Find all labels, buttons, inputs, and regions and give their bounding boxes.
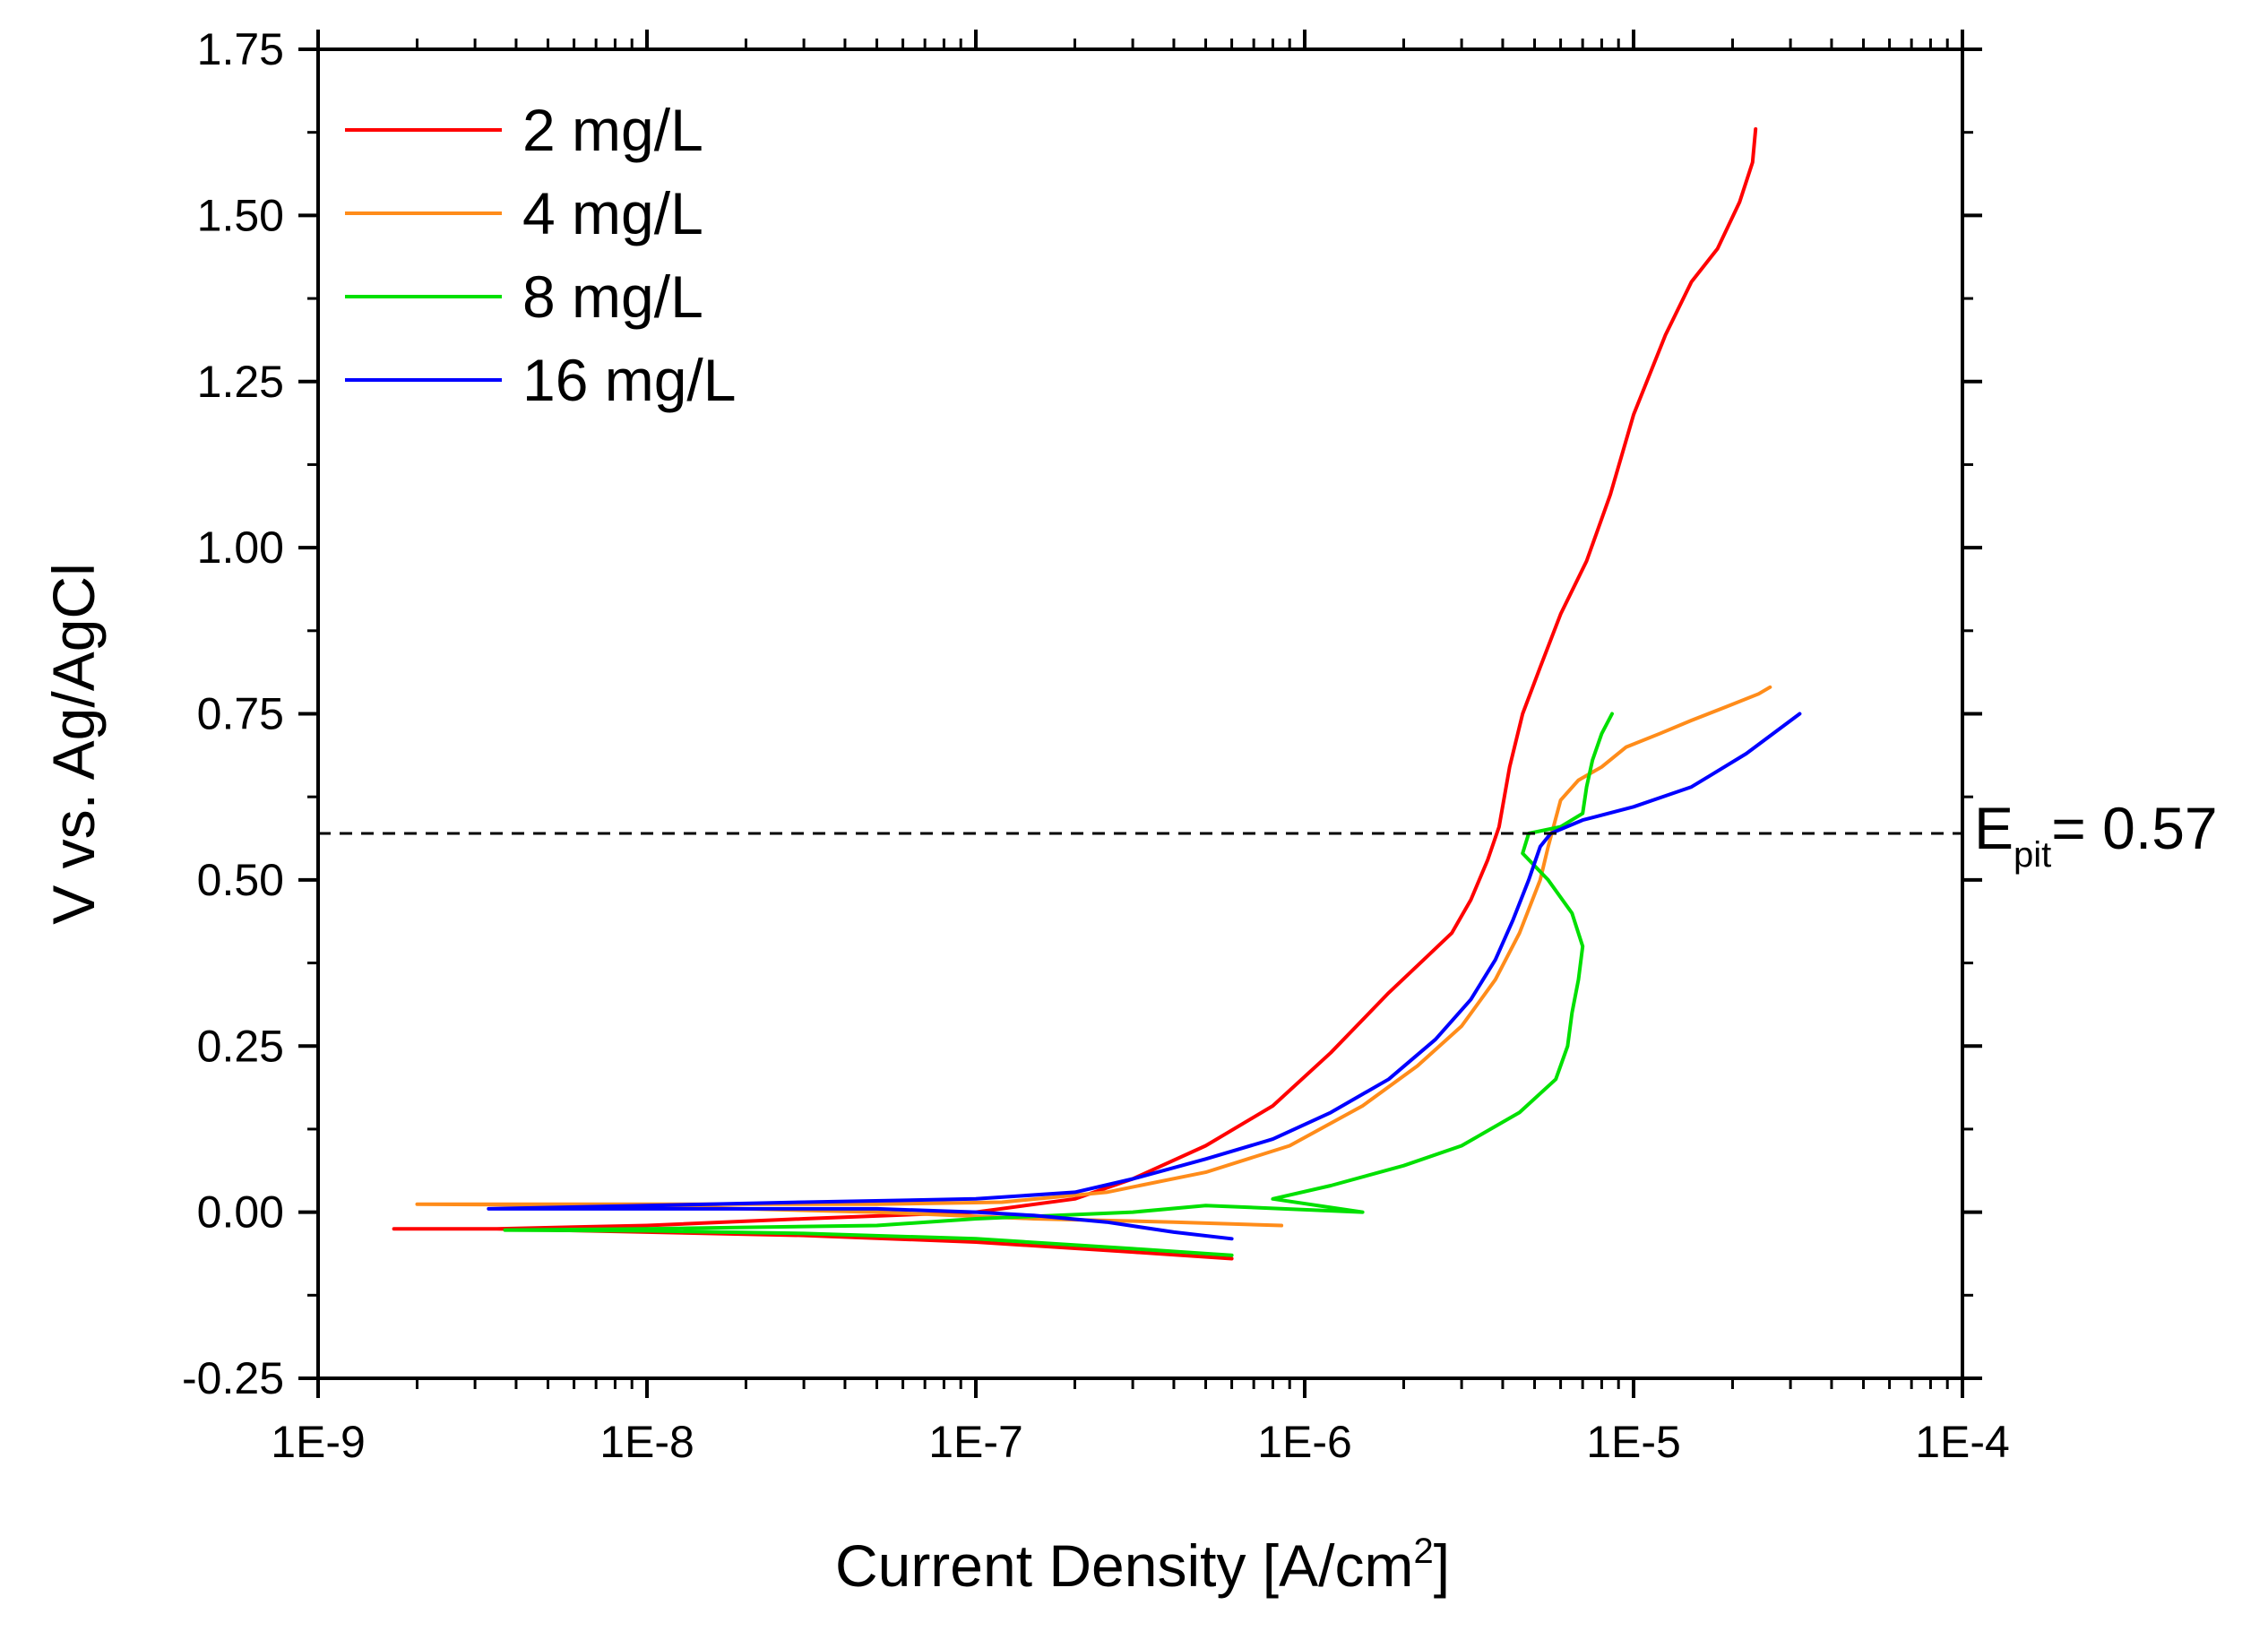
- axes-layer: -0.25 0.00 0.25 0.50 0.75 1.00 1.25 1.50 1.75 1E-…: [182, 24, 2010, 1467]
- legend-label-3: 8 mg/L: [522, 263, 703, 330]
- x-tick-label: 1E-5: [1586, 1417, 1681, 1467]
- series-layer: [392, 127, 1802, 1261]
- x-axis-title-main: Current Density [A/cm: [835, 1532, 1414, 1599]
- x-axis-title-suffix: ]: [1434, 1532, 1450, 1599]
- y-tick-label: 0.50: [197, 855, 284, 905]
- x-axis-title-sup: 2: [1413, 1532, 1433, 1571]
- series-line-3: [503, 712, 1614, 1257]
- x-tick-label: 1E-9: [271, 1417, 366, 1467]
- y-tick-label: 1.75: [197, 24, 284, 74]
- y-tick-label: 1.25: [197, 357, 284, 407]
- y-tick-label: 0.75: [197, 689, 284, 739]
- y-tick-label: 1.50: [197, 190, 284, 240]
- series-line-1: [392, 127, 1758, 1261]
- series-line-2: [415, 685, 1772, 1228]
- legend: 2 mg/L 4 mg/L 8 mg/L 16 mg/L: [345, 97, 736, 413]
- y-tick-label: 1.00: [197, 522, 284, 573]
- x-tick-label: 1E-4: [1915, 1417, 2010, 1467]
- y-tick-label: -0.25: [182, 1353, 284, 1403]
- epit-subscript: pit: [2014, 835, 2051, 875]
- epit-prefix: E: [1974, 795, 2014, 861]
- y-tick-label: 0.25: [197, 1021, 284, 1071]
- legend-label-1: 2 mg/L: [522, 97, 703, 163]
- x-axis-title: Current Density [A/cm2]: [835, 1532, 1450, 1599]
- x-tick-label: 1E-8: [599, 1417, 694, 1467]
- epit-annotation: Epit= 0.57: [1974, 795, 2218, 875]
- series-line-4: [487, 712, 1802, 1241]
- x-tick-label: 1E-6: [1257, 1417, 1352, 1467]
- epit-value: = 0.57: [2051, 795, 2217, 861]
- legend-label-4: 16 mg/L: [522, 347, 736, 413]
- x-tick-label: 1E-7: [928, 1417, 1023, 1467]
- y-axis-title: V vs. Ag/AgCl: [40, 563, 107, 925]
- y-tick-label: 0.00: [197, 1187, 284, 1238]
- legend-label-2: 4 mg/L: [522, 180, 703, 246]
